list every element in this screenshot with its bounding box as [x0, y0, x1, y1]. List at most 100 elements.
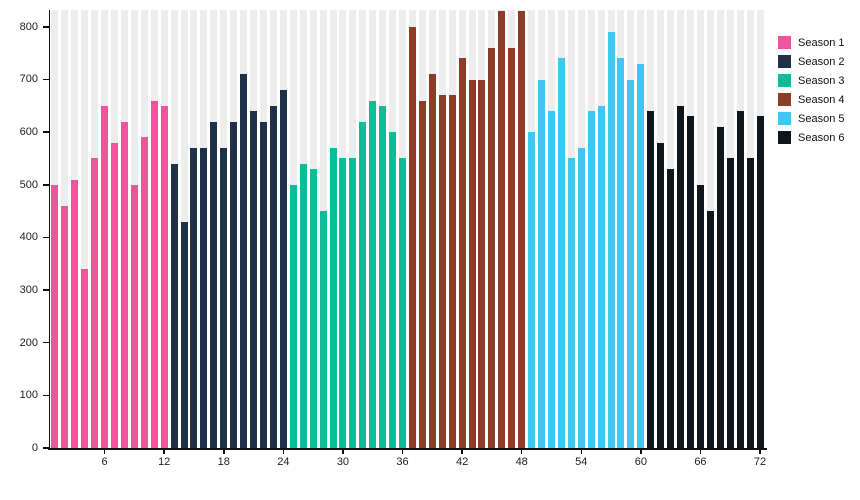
legend-swatch-season-4 [778, 93, 791, 106]
bar-episode-21 [250, 111, 258, 448]
bar-episode-40 [438, 95, 446, 448]
bar-background-band [81, 10, 89, 448]
x-axis-label: 18 [217, 456, 230, 468]
bar-episode-67 [706, 211, 714, 448]
bar-slot [278, 10, 288, 448]
bar-slot [437, 10, 447, 448]
bar-slot [60, 10, 70, 448]
bar-slot [417, 10, 427, 448]
bar-slot [288, 10, 298, 448]
bar-episode-62 [657, 142, 665, 448]
bar-episode-2 [61, 205, 69, 448]
x-axis-label: 6 [101, 456, 108, 468]
bar-episode-52 [557, 58, 565, 448]
legend-item-season-1[interactable]: Season 1 [778, 33, 844, 52]
bar-episode-45 [488, 47, 496, 448]
bar-episode-34 [379, 105, 387, 448]
bar-slot [646, 10, 656, 448]
y-axis-label: 400 [19, 231, 38, 244]
bar-episode-9 [130, 184, 138, 448]
legend-swatch-season-2 [778, 55, 791, 68]
bar-episode-53 [567, 158, 575, 448]
bar-episode-24 [279, 90, 287, 448]
bar-slot [268, 10, 278, 448]
bar-episode-31 [349, 158, 357, 448]
bar-slot [239, 10, 249, 448]
bar-slot [517, 10, 527, 448]
bar-slot [388, 10, 398, 448]
bar-slot [527, 10, 537, 448]
bar-episode-35 [389, 132, 397, 448]
bar-slot [537, 10, 547, 448]
legend-item-season-3[interactable]: Season 3 [778, 71, 844, 90]
bar-episode-27 [309, 169, 317, 448]
bar-slot [169, 10, 179, 448]
bar-episode-61 [647, 111, 655, 448]
x-axis-tick [163, 450, 165, 454]
bar-episode-32 [359, 121, 367, 448]
bar-episode-63 [667, 169, 675, 448]
bar-slot [656, 10, 666, 448]
bar-episode-11 [150, 100, 158, 448]
bar-slot [189, 10, 199, 448]
bar-slot [90, 10, 100, 448]
bar-slot [229, 10, 239, 448]
bar-slot [596, 10, 606, 448]
legend-item-season-4[interactable]: Season 4 [778, 90, 844, 109]
bar-episode-56 [597, 105, 605, 448]
bar-episode-19 [230, 121, 238, 448]
bar-episode-49 [528, 132, 536, 448]
bar-slot [368, 10, 378, 448]
bar-episode-69 [726, 158, 734, 448]
bar-slot [606, 10, 616, 448]
bar-episode-48 [518, 11, 526, 448]
bar-episode-23 [269, 105, 277, 448]
bar-episode-54 [577, 147, 585, 448]
bar-slot [616, 10, 626, 448]
legend-label: Season 3 [798, 74, 845, 87]
bar-episode-25 [289, 184, 297, 448]
legend: Season 1 Season 2 Season 3 Season 4 Season 5… [778, 33, 844, 147]
x-axis-label: 36 [396, 456, 409, 468]
bar-episode-47 [508, 47, 516, 448]
bar-slot [547, 10, 557, 448]
bar-slot [695, 10, 705, 448]
x-axis-line [48, 448, 767, 450]
bar-episode-26 [299, 163, 307, 448]
bar-episode-16 [200, 147, 208, 448]
bar-slot [398, 10, 408, 448]
bar-episode-18 [220, 147, 228, 448]
y-axis-tick [42, 447, 49, 449]
x-axis-label: 30 [336, 456, 350, 468]
bar-slot [120, 10, 130, 448]
x-axis-label: 48 [515, 456, 528, 468]
bar-episode-30 [339, 158, 347, 448]
y-axis-tick [42, 236, 49, 239]
bar-slot [636, 10, 646, 448]
bar-slot [50, 10, 60, 448]
bar-episode-20 [240, 74, 248, 448]
bar-slot [447, 10, 457, 448]
bar-episode-58 [617, 58, 625, 448]
bar-slot [358, 10, 368, 448]
x-axis-label: 66 [694, 456, 707, 468]
bar-episode-13 [170, 163, 178, 448]
bar-slot [338, 10, 348, 448]
y-axis-label: 800 [19, 20, 38, 33]
bar-episode-39 [428, 74, 436, 448]
y-axis-label: 500 [19, 178, 38, 191]
x-axis-tick [580, 450, 583, 454]
bar-episode-72 [756, 116, 764, 448]
bar-slot [586, 10, 596, 448]
legend-item-season-2[interactable]: Season 2 [778, 52, 844, 71]
bar-slot [576, 10, 586, 448]
legend-item-season-5[interactable]: Season 5 [778, 109, 844, 128]
bar-slot [725, 10, 735, 448]
x-axis-tick [759, 450, 761, 454]
legend-item-season-6[interactable]: Season 6 [778, 128, 844, 147]
bar-slot [666, 10, 676, 448]
legend-swatch-season-6 [778, 131, 791, 144]
legend-label: Season 1 [798, 36, 845, 49]
bar-slot [755, 10, 765, 448]
